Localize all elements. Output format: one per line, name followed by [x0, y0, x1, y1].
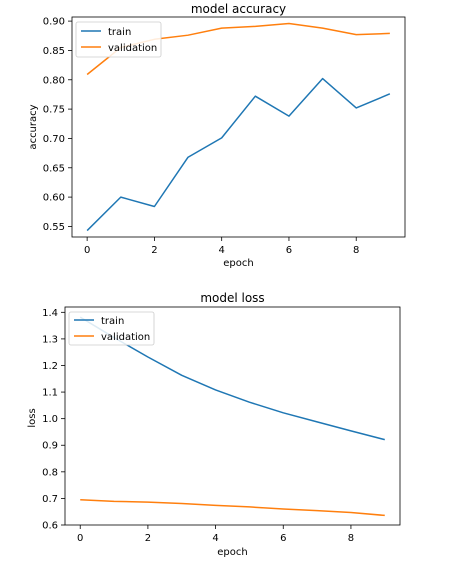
- accuracy-y-tick-label: 0.70: [43, 134, 65, 145]
- loss-y-tick-label: 1.3: [42, 334, 58, 345]
- accuracy-x-ticks: 0 2 4 6 8: [84, 237, 359, 256]
- accuracy-x-axis-label: epoch: [223, 258, 253, 269]
- loss-legend: train validation: [68, 311, 155, 346]
- loss-legend-train-label: train: [101, 316, 124, 327]
- loss-y-axis-label: loss: [27, 408, 38, 427]
- loss-x-tick-label: 2: [145, 533, 151, 544]
- loss-series: [79, 316, 385, 517]
- loss-series-train-line: [79, 316, 385, 441]
- accuracy-x-tick-label: 4: [218, 245, 224, 256]
- loss-y-tick-label: 0.7: [42, 494, 58, 505]
- loss-x-axis-label: epoch: [217, 547, 247, 558]
- accuracy-y-tick-label: 0.55: [43, 222, 65, 233]
- accuracy-y-tick-label: 0.90: [43, 17, 65, 28]
- loss-x-tick-label: 6: [280, 533, 286, 544]
- accuracy-y-tick-label: 0.65: [43, 163, 65, 174]
- loss-x-tick-label: 8: [348, 533, 354, 544]
- loss-y-tick-label: 1.0: [42, 414, 58, 425]
- accuracy-chart: model accuracy 0 2 4 6 8 0.55 0.60 0.65 0.70 0.7…: [28, 2, 406, 269]
- loss-y-tick-label: 0.6: [42, 521, 58, 532]
- accuracy-y-tick-label: 0.60: [43, 193, 65, 204]
- loss-y-tick-label: 0.9: [42, 441, 58, 452]
- loss-chart-title: model loss: [200, 291, 264, 305]
- accuracy-y-axis-label: accuracy: [28, 104, 39, 149]
- loss-x-tick-label: 0: [77, 533, 83, 544]
- loss-y-tick-label: 1.4: [42, 308, 58, 319]
- loss-x-tick-label: 4: [212, 533, 218, 544]
- loss-series-validation-line: [80, 498, 385, 517]
- loss-legend-validation-label: validation: [101, 332, 150, 343]
- loss-y-tick-label: 1.2: [42, 361, 58, 372]
- accuracy-series-train-line: [86, 77, 391, 232]
- accuracy-y-ticks: 0.55 0.60 0.65 0.70 0.75 0.80 0.85 0.90: [43, 17, 72, 233]
- accuracy-y-tick-label: 0.75: [43, 105, 65, 116]
- accuracy-x-tick-label: 0: [84, 245, 90, 256]
- accuracy-x-tick-label: 6: [286, 245, 292, 256]
- loss-x-ticks: 0 2 4 6 8: [77, 525, 354, 544]
- accuracy-x-tick-label: 8: [353, 245, 359, 256]
- loss-y-ticks: 0.6 0.7 0.8 0.9 1.0 1.1 1.2 1.3 1.4: [42, 308, 65, 532]
- accuracy-chart-title: model accuracy: [191, 2, 286, 16]
- accuracy-legend: train validation: [75, 21, 162, 58]
- accuracy-y-tick-label: 0.80: [43, 75, 65, 86]
- accuracy-legend-validation-label: validation: [108, 43, 157, 54]
- accuracy-y-tick-label: 0.85: [43, 46, 65, 57]
- loss-y-tick-label: 1.1: [42, 388, 58, 399]
- loss-chart: model loss 0 2 4 6 8 0.6 0.7 0.8 0.9 1.0 1.1 1.2 1.…: [27, 291, 401, 558]
- accuracy-legend-train-label: train: [108, 27, 131, 38]
- loss-y-tick-label: 0.8: [42, 467, 58, 478]
- accuracy-x-tick-label: 2: [151, 245, 157, 256]
